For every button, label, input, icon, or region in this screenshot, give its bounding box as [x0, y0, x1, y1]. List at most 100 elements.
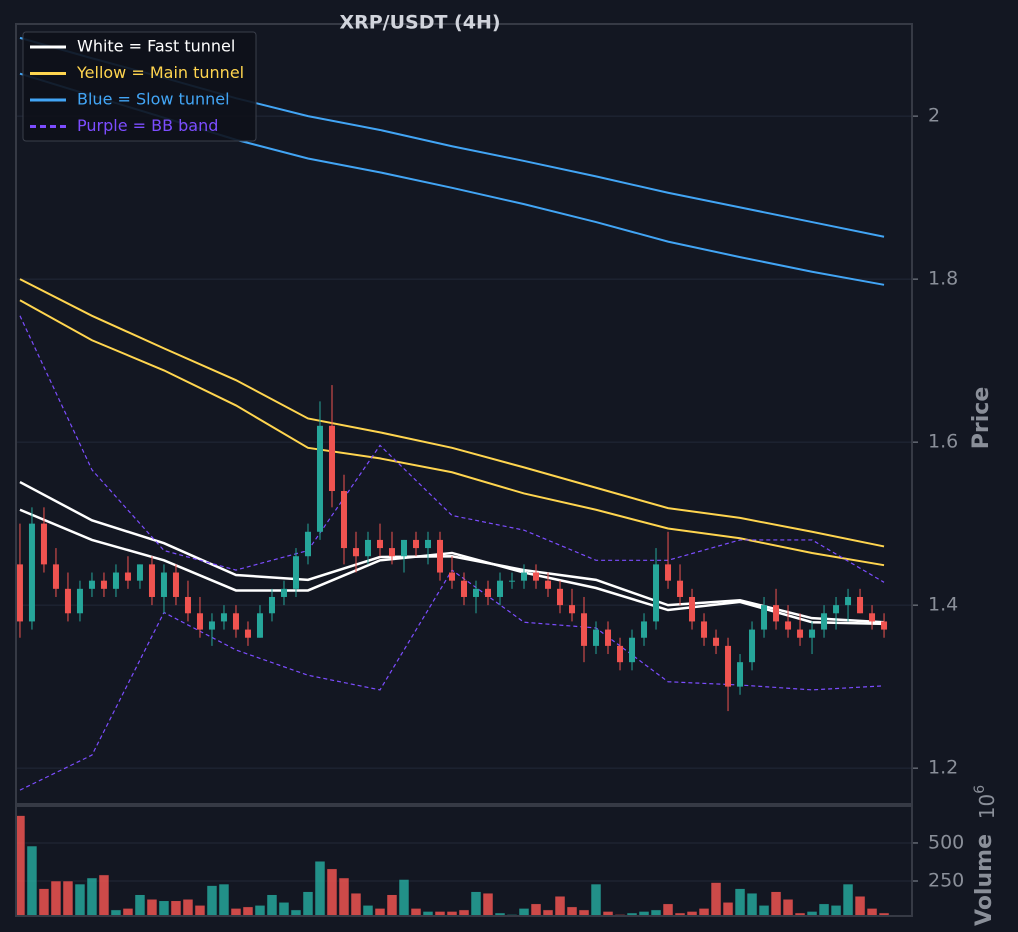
- candle-body: [16, 564, 23, 622]
- axes-frame: [15, 805, 913, 917]
- volume-bar: [326, 868, 338, 916]
- candle-body: [112, 572, 119, 589]
- volume-bar: [794, 912, 806, 916]
- candle-body: [208, 621, 215, 630]
- volume-bar: [206, 885, 218, 916]
- candle-body: [64, 588, 71, 614]
- volume-bar: [122, 908, 134, 916]
- candle-body: [412, 539, 419, 549]
- indicator-line: [19, 299, 885, 567]
- candle-body: [148, 564, 155, 597]
- volume-bar: [218, 883, 230, 916]
- volume-bar: [758, 905, 770, 916]
- volume-bar: [26, 845, 38, 916]
- y-tick-label: 2: [928, 105, 940, 127]
- volume-bar: [674, 912, 686, 916]
- volume-bar: [482, 892, 494, 916]
- candle-body: [76, 588, 83, 614]
- legend: White = Fast tunnel Yellow = Main tunnel B…: [22, 31, 257, 142]
- volume-bar: [194, 905, 206, 916]
- candle-body: [845, 596, 852, 606]
- candle-body: [376, 539, 383, 549]
- candle-body: [448, 572, 455, 581]
- candle-body: [256, 613, 263, 638]
- volume-bar: [566, 906, 578, 916]
- volume-bar: [398, 879, 410, 916]
- volume-bar: [494, 912, 506, 916]
- volume-bar: [230, 908, 242, 916]
- candle-body: [629, 637, 636, 663]
- candle-body: [52, 564, 59, 589]
- candle-body: [220, 613, 227, 622]
- candle-body: [761, 605, 768, 630]
- candle-body: [545, 580, 552, 589]
- candle-body: [617, 645, 624, 663]
- candle-body: [785, 621, 792, 630]
- volume-bar: [842, 883, 854, 916]
- candle-body: [653, 564, 660, 622]
- y-axis-label: Price: [969, 387, 994, 449]
- legend-label: Purple = BB band: [77, 116, 218, 135]
- volume-bar: [338, 877, 350, 916]
- candle-body: [28, 523, 35, 622]
- y-axis-label: Volume: [972, 834, 997, 926]
- candle-body: [641, 621, 648, 638]
- legend-box: [22, 31, 257, 142]
- axes-frame: [15, 23, 913, 805]
- candle-body: [196, 613, 203, 630]
- candle-body: [316, 425, 323, 532]
- volume-bar: [830, 905, 842, 916]
- volume-bar: [866, 908, 878, 916]
- volume-bar: [86, 877, 98, 916]
- candle-body: [232, 613, 239, 630]
- volume-bar: [590, 883, 602, 916]
- volume-bar: [134, 894, 146, 916]
- candle-body: [821, 613, 828, 630]
- candle-body: [605, 629, 612, 646]
- volume-bar: [878, 912, 890, 916]
- candle-body: [677, 580, 684, 597]
- volume-bar: [50, 880, 62, 916]
- candle-body: [304, 531, 311, 557]
- legend-label: Yellow = Main tunnel: [76, 63, 244, 82]
- y-tick-label: 1.8: [928, 268, 958, 290]
- volume-bar: [470, 891, 482, 916]
- volume-bar: [242, 906, 254, 916]
- candle-body: [869, 613, 876, 622]
- volume-bar: [302, 891, 314, 916]
- candle-body: [593, 629, 600, 646]
- y-tick-label: 1.6: [928, 431, 958, 453]
- volume-bar: [662, 903, 674, 916]
- candle-body: [136, 564, 143, 581]
- volume-bar: [410, 908, 422, 916]
- candle-body: [40, 523, 47, 565]
- candle-body: [881, 621, 888, 630]
- candle-body: [244, 629, 251, 638]
- volume-bar: [770, 891, 782, 916]
- candle-body: [689, 596, 696, 622]
- volume-bar: [854, 895, 866, 916]
- volume-bar: [182, 899, 194, 916]
- candle-body: [713, 637, 720, 646]
- candle-body: [424, 539, 431, 549]
- offset-exponent: 6: [972, 785, 988, 794]
- candle-body: [473, 588, 480, 597]
- volume-panel: 250 500: [15, 805, 964, 917]
- candle-body: [485, 588, 492, 597]
- volume-bar: [74, 883, 86, 916]
- volume-bar: [16, 815, 26, 916]
- volume-bar: [818, 903, 830, 916]
- candle-body: [833, 605, 840, 614]
- indicator-line: [19, 508, 885, 626]
- candle-body: [172, 572, 179, 597]
- plot-area: [16, 815, 890, 916]
- candle-body: [292, 556, 299, 589]
- candle-body: [461, 580, 467, 597]
- candle-body: [557, 588, 564, 606]
- volume-bar: [146, 899, 158, 916]
- candle-body: [533, 572, 540, 581]
- candle-body: [352, 548, 359, 557]
- candle-body: [268, 596, 275, 614]
